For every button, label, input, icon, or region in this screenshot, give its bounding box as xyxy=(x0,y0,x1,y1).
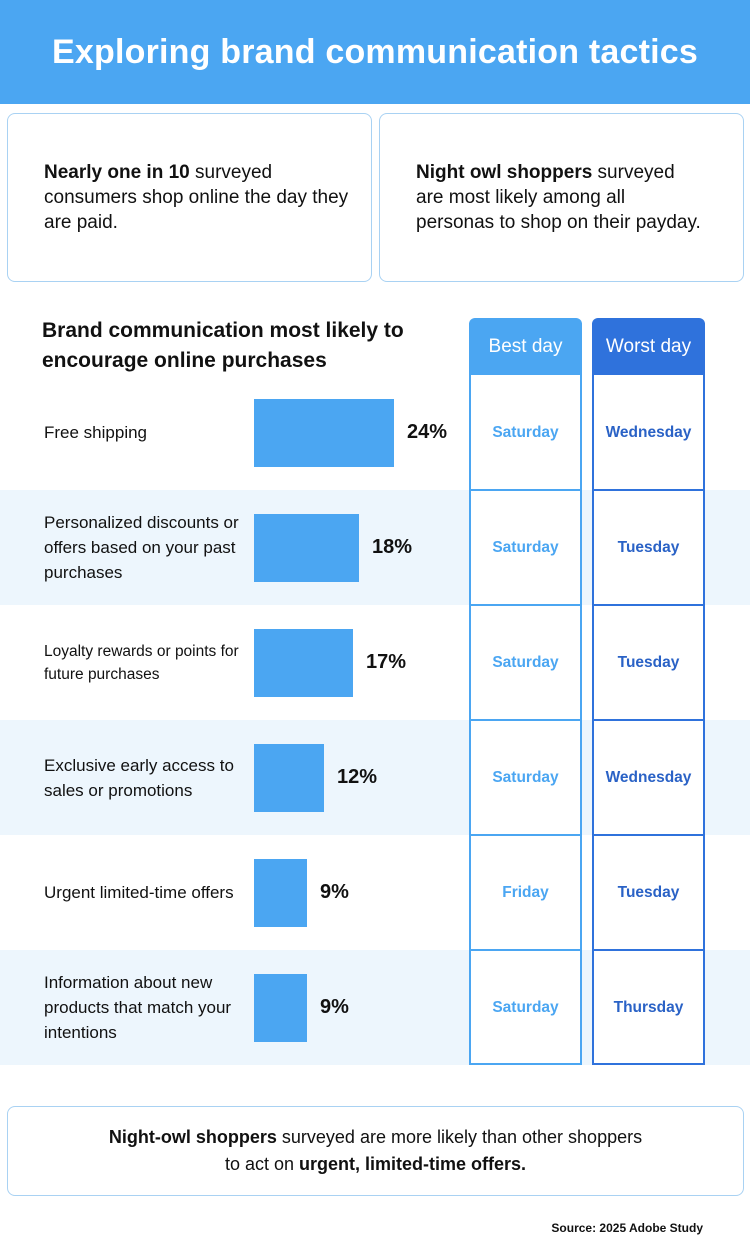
cell-divider xyxy=(594,604,703,606)
worst-day-column: Wednesday Tuesday Tuesday Wednesday Tuesday T… xyxy=(592,375,705,1065)
best-day-cell: Saturday xyxy=(492,423,559,441)
footer-callout: Night-owl shoppers surveyed are more lik… xyxy=(7,1106,744,1196)
callout-payday-stat: Nearly one in 10 surveyed consumers shop… xyxy=(7,113,372,282)
bar-value-label: 9% xyxy=(320,995,349,1018)
bar xyxy=(254,858,307,927)
cell-divider xyxy=(471,604,580,606)
best-day-cell: Saturday xyxy=(492,653,559,671)
worst-day-header: Worst day xyxy=(592,318,705,375)
category-label: Information about new products that matc… xyxy=(44,973,232,1042)
footer-bold-2: urgent, limited-time offers. xyxy=(299,1154,527,1174)
bar xyxy=(254,398,394,467)
best-day-column: Saturday Saturday Saturday Saturday Friday Sa… xyxy=(469,375,582,1065)
chart-title: Brand communication most likely to encou… xyxy=(42,319,404,372)
callout-left-body: surveyed consumers shop online the day t… xyxy=(44,162,349,233)
bar xyxy=(254,513,359,582)
bar-value-label: 24% xyxy=(407,420,448,443)
worst-day-cell: Tuesday xyxy=(617,538,680,556)
worst-day-cell: Wednesday xyxy=(605,768,692,786)
cell-divider xyxy=(471,719,580,721)
bar-value-label: 18% xyxy=(372,535,413,558)
header-banner: Exploring brand communication tactics xyxy=(0,0,750,104)
cell-divider xyxy=(471,949,580,951)
cell-divider xyxy=(594,949,703,951)
footer-bold-1: Night-owl shoppers xyxy=(108,1127,277,1147)
worst-day-cell: Thursday xyxy=(613,998,684,1016)
bar-value-label: 9% xyxy=(320,880,349,903)
best-day-cell: Friday xyxy=(502,883,549,901)
source-note: Source: 2025 Adobe Study xyxy=(551,1221,703,1235)
callout-right-text: Night owl shoppers surveyed are most lik… xyxy=(416,160,703,235)
callout-night-owl: Night owl shoppers surveyed are most lik… xyxy=(379,113,744,282)
category-label: Exclusive early access to sales or promo… xyxy=(44,755,234,800)
category-label: Loyalty rewards or points for future pur… xyxy=(44,642,239,683)
callout-left-bold: Nearly one in 10 xyxy=(44,162,190,183)
bar-value-label: 17% xyxy=(366,650,407,673)
bar xyxy=(254,973,307,1042)
worst-day-cell: Tuesday xyxy=(617,653,680,671)
bar-value-label: 12% xyxy=(337,765,378,788)
worst-day-cell: Tuesday xyxy=(617,883,680,901)
page-title: Exploring brand communication tactics xyxy=(52,32,698,71)
worst-day-cell: Wednesday xyxy=(605,423,692,441)
cell-divider xyxy=(594,719,703,721)
cell-divider xyxy=(594,834,703,836)
best-day-cell: Saturday xyxy=(492,998,559,1016)
category-label: Urgent limited-time offers xyxy=(44,883,234,902)
cell-divider xyxy=(594,489,703,491)
cell-divider xyxy=(471,834,580,836)
bar xyxy=(254,628,353,697)
cell-divider xyxy=(471,489,580,491)
best-day-cell: Saturday xyxy=(492,538,559,556)
category-label: Personalized discounts or offers based o… xyxy=(44,513,239,582)
callout-right-bold: Night owl shoppers xyxy=(416,162,593,183)
best-day-cell: Saturday xyxy=(492,768,559,786)
footer-text: Night-owl shoppers surveyed are more lik… xyxy=(106,1124,646,1178)
callout-right-body: surveyed are most likely among all perso… xyxy=(416,162,701,233)
callout-left-text: Nearly one in 10 surveyed consumers shop… xyxy=(44,160,351,235)
best-day-header: Best day xyxy=(469,318,582,375)
category-label: Free shipping xyxy=(44,423,148,442)
bar xyxy=(254,743,324,812)
footer-body: surveyed are more likely than other shop… xyxy=(224,1127,643,1174)
